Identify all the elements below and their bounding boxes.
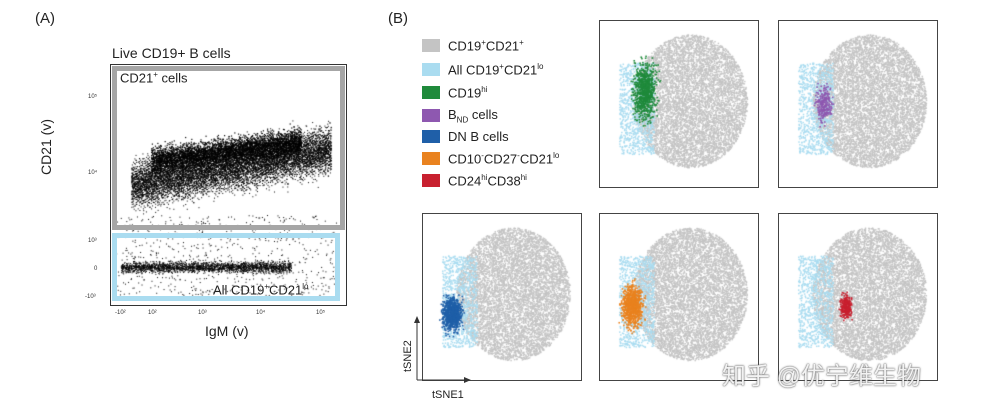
tsne-axis-arrows xyxy=(414,316,471,383)
legend-label: CD19hi xyxy=(448,84,488,101)
legend-label: CD10-CD27-CD21lo xyxy=(448,150,560,167)
legend-item-bnd-cells: BND cells xyxy=(422,107,498,124)
legend-swatch xyxy=(422,86,440,99)
watermark-text: 知乎 @优宁维生物 xyxy=(722,363,922,390)
tsne-plot-cd10 xyxy=(599,213,759,381)
legend-item-cd10-cd27-cd21lo: CD10-CD27-CD21lo xyxy=(422,150,559,167)
y-tick-label: -10³ xyxy=(85,294,96,300)
x-tick-label: 10⁵ xyxy=(316,310,326,316)
panel-a-x-axis-label: IgM (v) xyxy=(205,323,249,339)
legend-item-cd19-hi: CD19hi xyxy=(422,84,487,101)
y-tick-label: 10⁴ xyxy=(88,170,98,176)
legend-item-cd24hi-cd38hi: CD24hiCD38hi xyxy=(422,172,527,189)
legend-swatch xyxy=(422,130,440,143)
flow-scatter-points xyxy=(111,65,346,305)
legend-swatch xyxy=(422,39,440,52)
tsne-points xyxy=(779,214,937,380)
legend-label: All CD19+CD21lo xyxy=(448,61,544,78)
gate-cd21-positive xyxy=(112,66,345,230)
tsne-points xyxy=(423,214,581,380)
legend-swatch xyxy=(422,63,440,76)
legend-label: CD19+CD21+ xyxy=(448,37,524,54)
legend-label: CD24hiCD38hi xyxy=(448,172,527,189)
flow-plot-frame xyxy=(110,64,347,306)
x-tick-label: 10² xyxy=(148,310,157,316)
tsne-plot-cd19hi xyxy=(599,20,759,188)
tsne-plot-cd24-cd38 xyxy=(778,213,938,381)
panel-a-y-axis-label: CD21 (v) xyxy=(38,118,54,175)
legend-item-dn-b-cells: DN B cells xyxy=(422,128,509,145)
legend-label: BND cells xyxy=(448,106,498,125)
legend-swatch xyxy=(422,109,440,122)
gate-cd21-low xyxy=(112,233,340,301)
x-tick-label: -10² xyxy=(115,310,126,316)
legend-label: DN B cells xyxy=(448,129,509,144)
panel-a-title: Live CD19+ B cells xyxy=(112,45,231,61)
legend-swatch xyxy=(422,152,440,165)
tsne-plot-bnd xyxy=(778,20,938,188)
tsne-points xyxy=(779,21,937,187)
x-tick-label: 10³ xyxy=(198,310,207,316)
x-tick-label: 10⁴ xyxy=(256,310,266,316)
tsne1-axis-label: tSNE1 xyxy=(432,389,464,401)
y-tick-label: 10⁵ xyxy=(88,94,98,100)
tsne-points xyxy=(600,21,758,187)
legend-item-cd21-low: All CD19+CD21lo xyxy=(422,61,543,78)
y-tick-label: 10³ xyxy=(88,238,97,244)
y-tick-label: 0 xyxy=(94,266,98,272)
panel-a-letter: (A) xyxy=(35,10,55,27)
tsne-points xyxy=(600,214,758,380)
legend-item-cd21-positive: CD19+CD21+ xyxy=(422,37,524,54)
tsne-plot-dn xyxy=(422,213,582,381)
panel-b-letter: (B) xyxy=(388,10,408,27)
legend-swatch xyxy=(422,174,440,187)
gate-cd21-positive-label: CD21+ cells xyxy=(120,70,188,86)
gate-cd21-low-label: All CD19+CD21lo xyxy=(213,282,309,298)
tsne2-axis-label: tSNE2 xyxy=(402,340,414,372)
